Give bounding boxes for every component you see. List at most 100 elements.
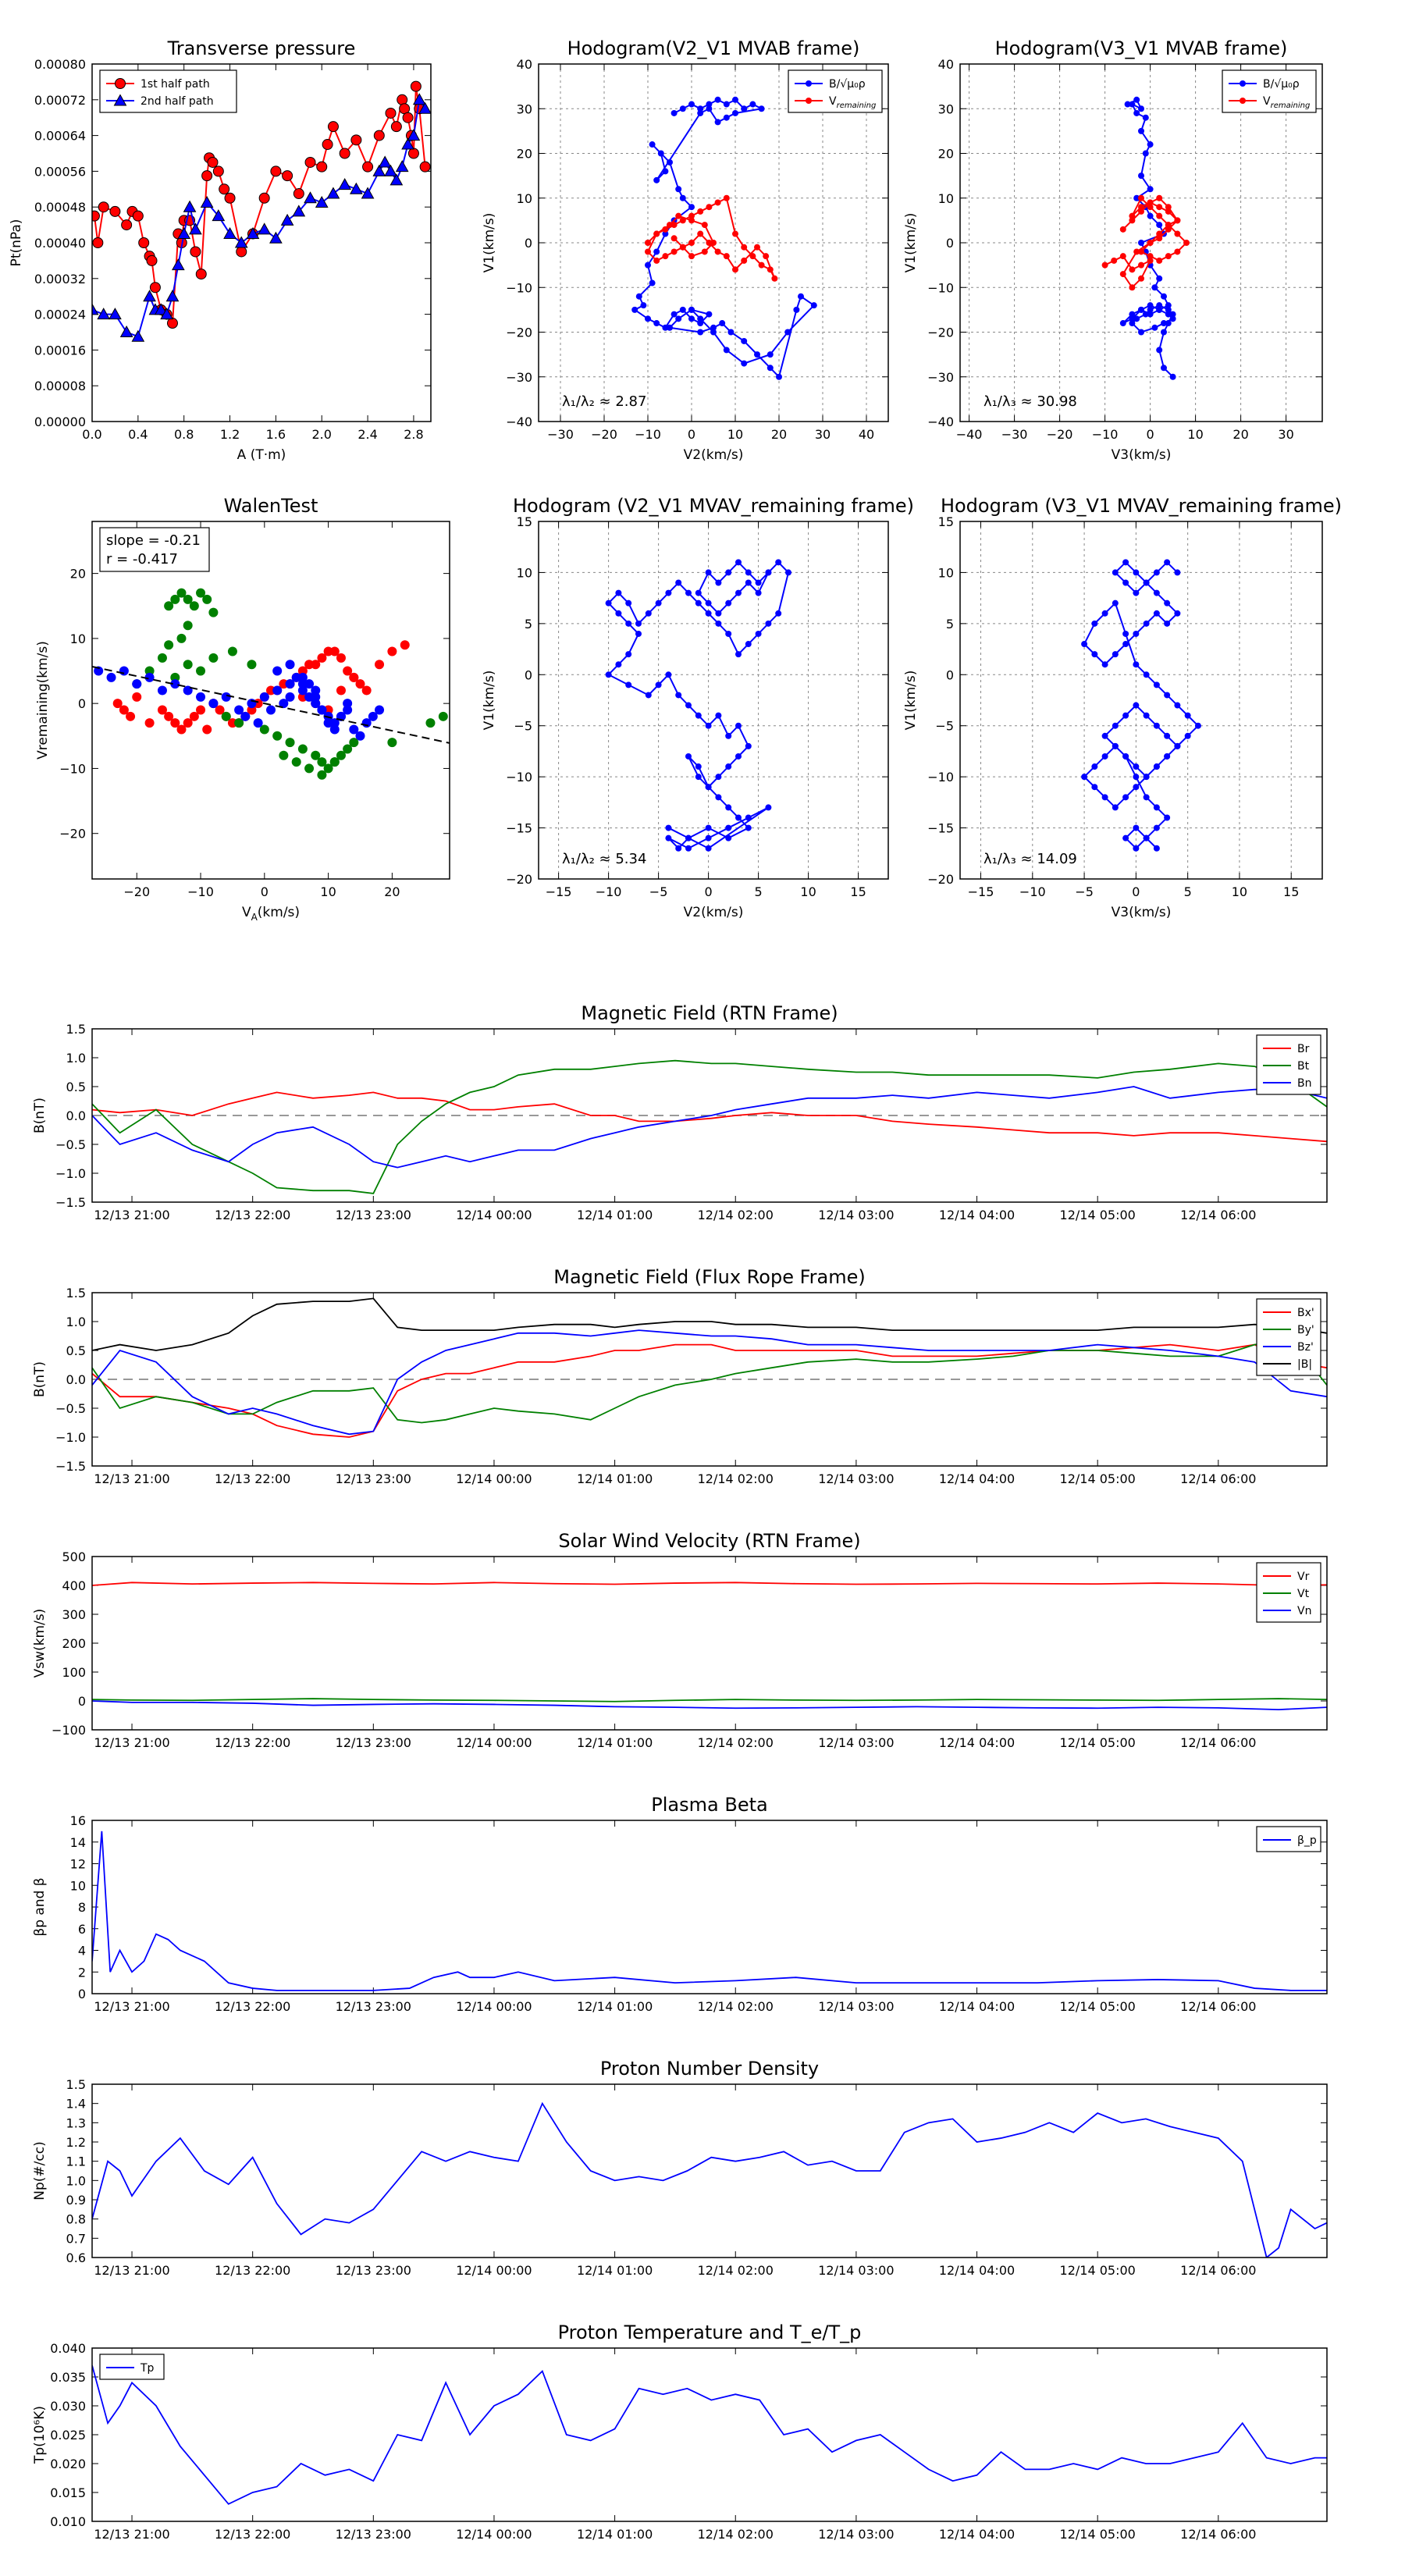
data-point <box>705 600 712 607</box>
y-tick-label: 0.0 <box>66 1372 86 1387</box>
y-axis-label: V1(km/s) <box>482 213 497 273</box>
legend-label: Br <box>1297 1043 1310 1055</box>
data-point <box>1091 651 1098 658</box>
data-point <box>368 711 378 721</box>
data-point <box>1138 240 1144 246</box>
data-point <box>675 579 682 586</box>
data-point <box>208 607 219 617</box>
y-tick-label: −1.5 <box>55 1459 86 1474</box>
legend-box <box>788 69 883 113</box>
y-tick-label: 10 <box>70 1878 86 1893</box>
y-tick-label: 0.5 <box>66 1343 86 1358</box>
data-point <box>745 641 752 648</box>
data-point <box>1153 824 1160 831</box>
x-tick-label: 10 <box>1187 427 1203 442</box>
y-tick-label: 0.00016 <box>34 343 86 358</box>
subscript: A <box>251 912 258 923</box>
data-point <box>776 373 782 380</box>
legend-label: 1st half path <box>140 78 210 91</box>
data-point <box>1151 324 1158 331</box>
y-tick-label: −0.5 <box>55 1137 86 1152</box>
data-point <box>272 731 283 741</box>
legend: Bx' By' Bz' |B| <box>1256 1298 1321 1376</box>
series-line <box>646 197 776 279</box>
y-tick-label: 0.8 <box>66 2212 86 2227</box>
data-point <box>108 308 122 320</box>
data-point <box>688 217 695 224</box>
series-vr <box>92 1582 1327 1586</box>
data-point <box>317 770 327 780</box>
data-point <box>635 630 642 637</box>
data-point <box>1138 275 1144 282</box>
y-tick-label: −20 <box>59 827 86 841</box>
y-tick-label: 0.00008 <box>34 379 86 393</box>
series-line <box>92 2364 1327 2505</box>
data-point <box>196 666 206 676</box>
data-point <box>715 620 722 627</box>
y-tick-label: 0.010 <box>50 2514 86 2529</box>
data-point <box>1133 109 1140 116</box>
plot-area <box>631 96 817 380</box>
data-point <box>758 105 765 112</box>
data-point <box>767 351 774 358</box>
legend-label: By' <box>1297 1324 1314 1336</box>
data-point <box>317 705 327 715</box>
data-point <box>1165 320 1172 327</box>
y-axis-label: Tp(10⁶K) <box>32 2406 48 2464</box>
data-point <box>297 744 308 754</box>
x-tick-label: 12/14 05:00 <box>1060 2527 1136 2542</box>
stats-box <box>99 527 210 572</box>
data-point <box>754 244 760 251</box>
data-point <box>164 640 174 650</box>
data-point <box>635 293 642 300</box>
data-point <box>714 119 721 126</box>
data-point <box>349 724 359 735</box>
data-point <box>1138 262 1144 269</box>
data-point <box>97 308 111 320</box>
y-tick-label: 1.2 <box>66 2135 86 2150</box>
series-b- <box>631 96 817 380</box>
y-tick-label: 2 <box>78 1965 86 1980</box>
data-point <box>1147 257 1154 264</box>
x-tick-label: 12/13 23:00 <box>336 1735 411 1750</box>
chart-title: Hodogram(V2_V1 MVAB frame) <box>567 37 860 59</box>
data-point <box>670 222 678 229</box>
series-tp <box>92 2364 1327 2505</box>
data-point <box>132 210 144 222</box>
y-axis-label: B(nT) <box>32 1361 48 1397</box>
data-point <box>196 692 206 702</box>
data-point <box>212 209 226 222</box>
x-tick-label: 12/14 05:00 <box>1060 2263 1136 2278</box>
data-point <box>292 205 306 217</box>
x-axis-label: V3(km/s) <box>1112 905 1172 920</box>
data-point <box>1165 226 1172 233</box>
data-point <box>679 244 686 251</box>
data-point <box>200 195 214 208</box>
legend-label: 2nd half path <box>140 95 214 108</box>
data-point <box>418 101 431 114</box>
data-point <box>784 329 791 336</box>
x-tick-label: 0 <box>1147 427 1154 442</box>
data-point <box>1143 579 1150 586</box>
y-tick-label: 0.0 <box>66 1108 86 1123</box>
data-point <box>385 107 397 119</box>
data-point <box>112 699 123 709</box>
data-point <box>735 814 742 821</box>
data-point <box>390 121 402 133</box>
legend-marker <box>113 94 127 106</box>
data-point <box>1156 306 1163 313</box>
legend: Vr Vt Vn <box>1256 1562 1321 1623</box>
legend-marker <box>115 78 126 89</box>
data-point <box>279 750 289 760</box>
data-point <box>176 588 187 598</box>
x-tick-label: 5 <box>1184 884 1192 899</box>
data-point <box>1112 742 1119 749</box>
data-point <box>323 718 333 728</box>
x-tick-label: 12/14 04:00 <box>939 2263 1015 2278</box>
subscript: remaining <box>1271 101 1311 110</box>
legend-marker <box>806 98 812 104</box>
data-point <box>785 569 791 576</box>
data-point <box>662 253 669 260</box>
data-point <box>615 589 622 596</box>
x-tick-label: 12/14 01:00 <box>577 1735 653 1750</box>
